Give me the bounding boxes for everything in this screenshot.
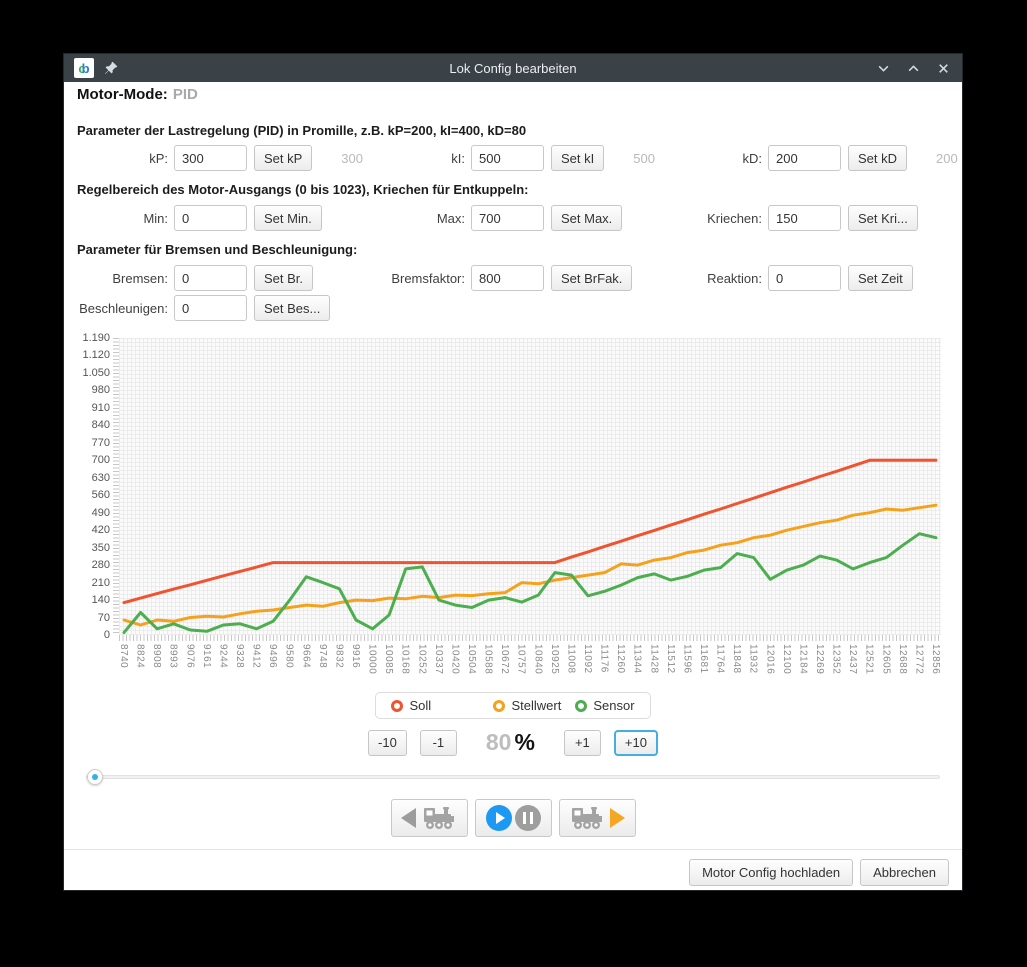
- beschleunigen-input[interactable]: [174, 295, 247, 321]
- slider-thumb-dot-icon: [92, 774, 98, 780]
- y-axis-labels: 1.190 1.120 1.050 980 910 840 770 700 630 560 490 4…: [82, 332, 110, 641]
- pin-icon[interactable]: [104, 61, 118, 75]
- bremsen-label: Bremsen:: [112, 270, 168, 286]
- speed-value: 80: [485, 729, 512, 755]
- series-lines: [122, 458, 938, 634]
- ki-label: kI:: [451, 150, 465, 166]
- legend-item-sensor: Sensor: [575, 698, 635, 713]
- soll-legend-label: Soll: [409, 698, 432, 713]
- set-kriechen-button[interactable]: Set Kri...: [848, 205, 918, 231]
- kp-input[interactable]: [174, 145, 247, 171]
- x-axis-ticks: [119, 635, 941, 641]
- x-icon: [939, 63, 948, 73]
- pause-circle-icon: [514, 805, 541, 831]
- section-title-range: Regelbereich des Motor-Ausgangs (0 bis 1…: [77, 182, 529, 197]
- chart: 1.190 1.120 1.050 980 910 840 770 700 630 560 490 4…: [77, 332, 949, 684]
- set-ki-button[interactable]: Set kI: [551, 145, 605, 171]
- drive-backward-button[interactable]: [390, 799, 468, 837]
- motor-mode-heading: Motor-Mode: PID: [77, 86, 949, 104]
- stellwert-legend-label: Stellwert: [511, 698, 562, 713]
- chevron-down-icon: [878, 65, 889, 72]
- kriechen-input[interactable]: [768, 205, 841, 231]
- close-button[interactable]: [937, 62, 950, 75]
- beschleunigen-label: Beschleunigen:: [79, 300, 168, 316]
- reaktion-input[interactable]: [768, 265, 841, 291]
- set-beschleunigen-button[interactable]: Set Bes...: [254, 295, 331, 321]
- sensor-legend-label: Sensor: [593, 698, 635, 713]
- cancel-button[interactable]: Abbrechen: [860, 859, 949, 886]
- chart-legend: Soll Stellwert Sensor: [375, 692, 651, 719]
- kriechen-label: Kriechen:: [707, 210, 762, 226]
- triangle-left-icon: [401, 808, 416, 828]
- section-title-brake: Parameter für Bremsen und Beschleunigung…: [77, 242, 358, 257]
- soll-legend-marker-icon: [391, 699, 404, 712]
- set-bremsfaktor-button[interactable]: Set BrFak.: [551, 265, 633, 291]
- x-axis-labels: 8740 8824 8908 8993 9076 9161 9244 9328 9412 9496…: [118, 644, 941, 675]
- set-kd-button[interactable]: Set kD: [848, 145, 908, 171]
- kd-current-value: 200: [936, 150, 958, 166]
- window-title: Lok Config bearbeiten: [449, 60, 577, 76]
- play-pause-button[interactable]: [474, 799, 552, 837]
- speed-slider[interactable]: [86, 769, 940, 785]
- speed-display: 80%: [486, 729, 535, 756]
- sensor-legend-marker-icon: [575, 699, 588, 712]
- ki-input[interactable]: [471, 145, 544, 171]
- min-input[interactable]: [174, 205, 247, 231]
- reaktion-label: Reaktion:: [707, 270, 762, 286]
- section-title-pid: Parameter der Lastregelung (PID) in Prom…: [77, 123, 527, 138]
- kp-current-value: 300: [341, 150, 363, 166]
- set-kp-button[interactable]: Set kP: [254, 145, 313, 171]
- locomotive-icon: [572, 807, 602, 829]
- speed-minus-1-button[interactable]: -1: [419, 729, 457, 756]
- speed-plus-1-button[interactable]: +1: [563, 729, 601, 756]
- speed-minus-10-button[interactable]: -10: [368, 729, 407, 756]
- y-axis-ticks: [113, 338, 119, 635]
- chevron-up-icon: [908, 64, 919, 71]
- slider-track[interactable]: [86, 775, 940, 779]
- bremsen-input[interactable]: [174, 265, 247, 291]
- motor-mode-label: Motor-Mode:: [77, 86, 168, 103]
- set-max-button[interactable]: Set Max.: [551, 205, 623, 231]
- locomotive-icon: [424, 807, 454, 829]
- stellwert-legend-marker-icon: [493, 699, 506, 712]
- maximize-button[interactable]: [907, 62, 920, 75]
- slider-thumb[interactable]: [87, 769, 103, 785]
- legend-item-stellwert: Stellwert: [493, 698, 561, 713]
- bremsfaktor-label: Bremsfaktor:: [391, 270, 465, 286]
- motor-mode-value: PID: [172, 86, 198, 103]
- bremsfaktor-input[interactable]: [471, 265, 544, 291]
- set-reaktion-button[interactable]: Set Zeit: [848, 265, 913, 291]
- upload-config-button[interactable]: Motor Config hochladen: [689, 859, 854, 886]
- triangle-right-icon: [610, 808, 625, 828]
- kp-label: kP:: [149, 150, 168, 166]
- legend-item-soll: Soll: [391, 698, 479, 713]
- kd-label: kD:: [742, 150, 763, 166]
- plot-area[interactable]: [119, 338, 941, 635]
- set-bremsen-button[interactable]: Set Br.: [254, 265, 314, 291]
- max-input[interactable]: [471, 205, 544, 231]
- min-label: Min:: [143, 210, 168, 226]
- minimize-button[interactable]: [877, 62, 890, 75]
- drive-forward-button[interactable]: [558, 799, 636, 837]
- play-circle-icon: [485, 805, 512, 831]
- set-min-button[interactable]: Set Min.: [254, 205, 322, 231]
- speed-unit: %: [514, 729, 535, 755]
- playback-controls: [77, 799, 949, 837]
- kd-input[interactable]: [768, 145, 841, 171]
- footer-separator: [64, 849, 962, 850]
- max-label: Max:: [436, 210, 465, 226]
- ki-current-value: 500: [633, 150, 655, 166]
- speed-controls: -10 -1 80% +1 +10: [77, 729, 949, 756]
- speed-plus-10-button[interactable]: +10: [613, 729, 658, 756]
